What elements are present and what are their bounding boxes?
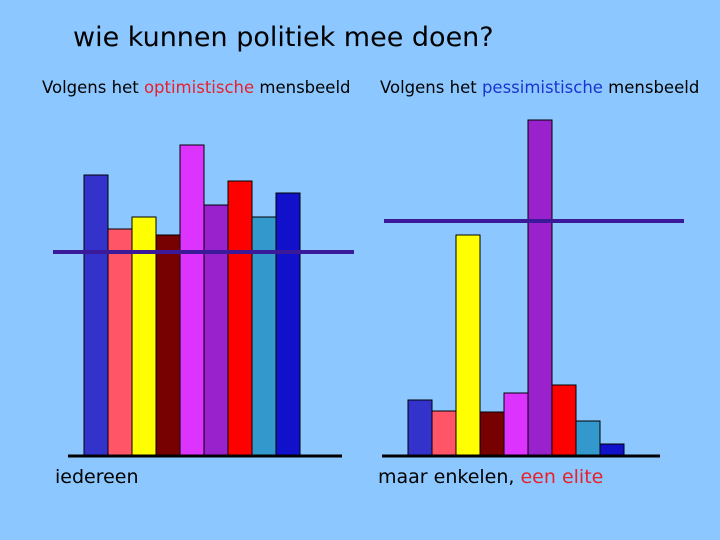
right-bar-3: [455, 234, 481, 456]
right-bar-8: [575, 420, 601, 456]
left-bar-5: [179, 144, 205, 456]
slide-title: wie kunnen politiek mee doen?: [73, 22, 494, 53]
right-subtitle-suffix: mensbeeld: [602, 78, 700, 97]
right-bar-2: [431, 410, 457, 456]
left-caption-text: iedereen: [55, 466, 139, 488]
left-bar-6: [203, 204, 229, 456]
left-subtitle-prefix: Volgens het: [42, 78, 144, 97]
left-bar-7: [227, 180, 253, 456]
right-bar-5: [503, 392, 529, 456]
right-caption-highlight: een elite: [520, 466, 604, 488]
right-subtitle: Volgens het pessimistische mensbeeld: [380, 78, 699, 97]
left-bar-9: [275, 192, 301, 456]
right-caption: maar enkelen, een elite: [378, 466, 603, 488]
left-subtitle-suffix: mensbeeld: [254, 78, 351, 97]
right-subtitle-highlight: pessimistische: [481, 78, 603, 97]
left-subtitle: Volgens het optimistische mensbeeld: [42, 78, 351, 97]
right-subtitle-prefix: Volgens het: [380, 78, 482, 97]
left-bar-4: [155, 234, 181, 456]
right-bar-9: [599, 443, 625, 456]
left-caption: iedereen: [55, 466, 139, 488]
right-caption-text: maar enkelen,: [378, 466, 521, 488]
right-bar-6: [527, 119, 553, 456]
left-bar-1: [83, 174, 109, 456]
right-bar-1: [407, 399, 433, 456]
left-bar-2: [107, 228, 133, 456]
right-bar-7: [551, 384, 577, 456]
left-subtitle-highlight: optimistische: [143, 78, 255, 97]
right-bar-4: [479, 411, 505, 456]
